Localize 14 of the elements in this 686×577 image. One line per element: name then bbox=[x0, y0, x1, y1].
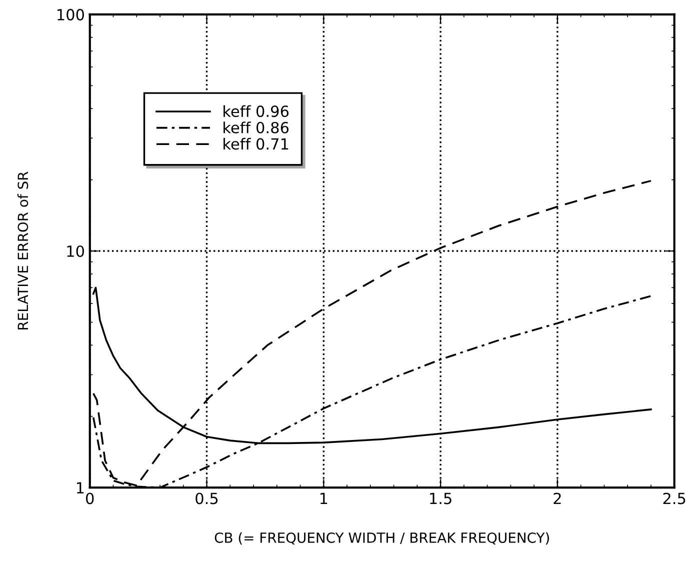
x-tick-label: 0.5 bbox=[196, 492, 218, 504]
legend-label: keff 0.86 bbox=[224, 122, 289, 134]
x-tick-label: 0 bbox=[86, 492, 94, 504]
x-tick-label: 1.5 bbox=[430, 492, 452, 504]
y-axis-title: RELATIVE ERROR of SR bbox=[17, 172, 28, 330]
x-tick-label: 1 bbox=[320, 492, 328, 504]
legend-label: keff 0.96 bbox=[224, 105, 289, 118]
x-tick-label: 2.5 bbox=[663, 492, 686, 504]
x-axis-title: CB (= FREQUENCY WIDTH / BREAK FREQUENCY) bbox=[214, 532, 549, 545]
x-tick-label: 2 bbox=[554, 492, 561, 504]
y-tick-label: 100 bbox=[58, 8, 84, 20]
legend-label: keff 0.71 bbox=[224, 138, 288, 150]
y-tick-label: 1 bbox=[76, 482, 84, 494]
y-tick-label: 10 bbox=[67, 245, 84, 258]
